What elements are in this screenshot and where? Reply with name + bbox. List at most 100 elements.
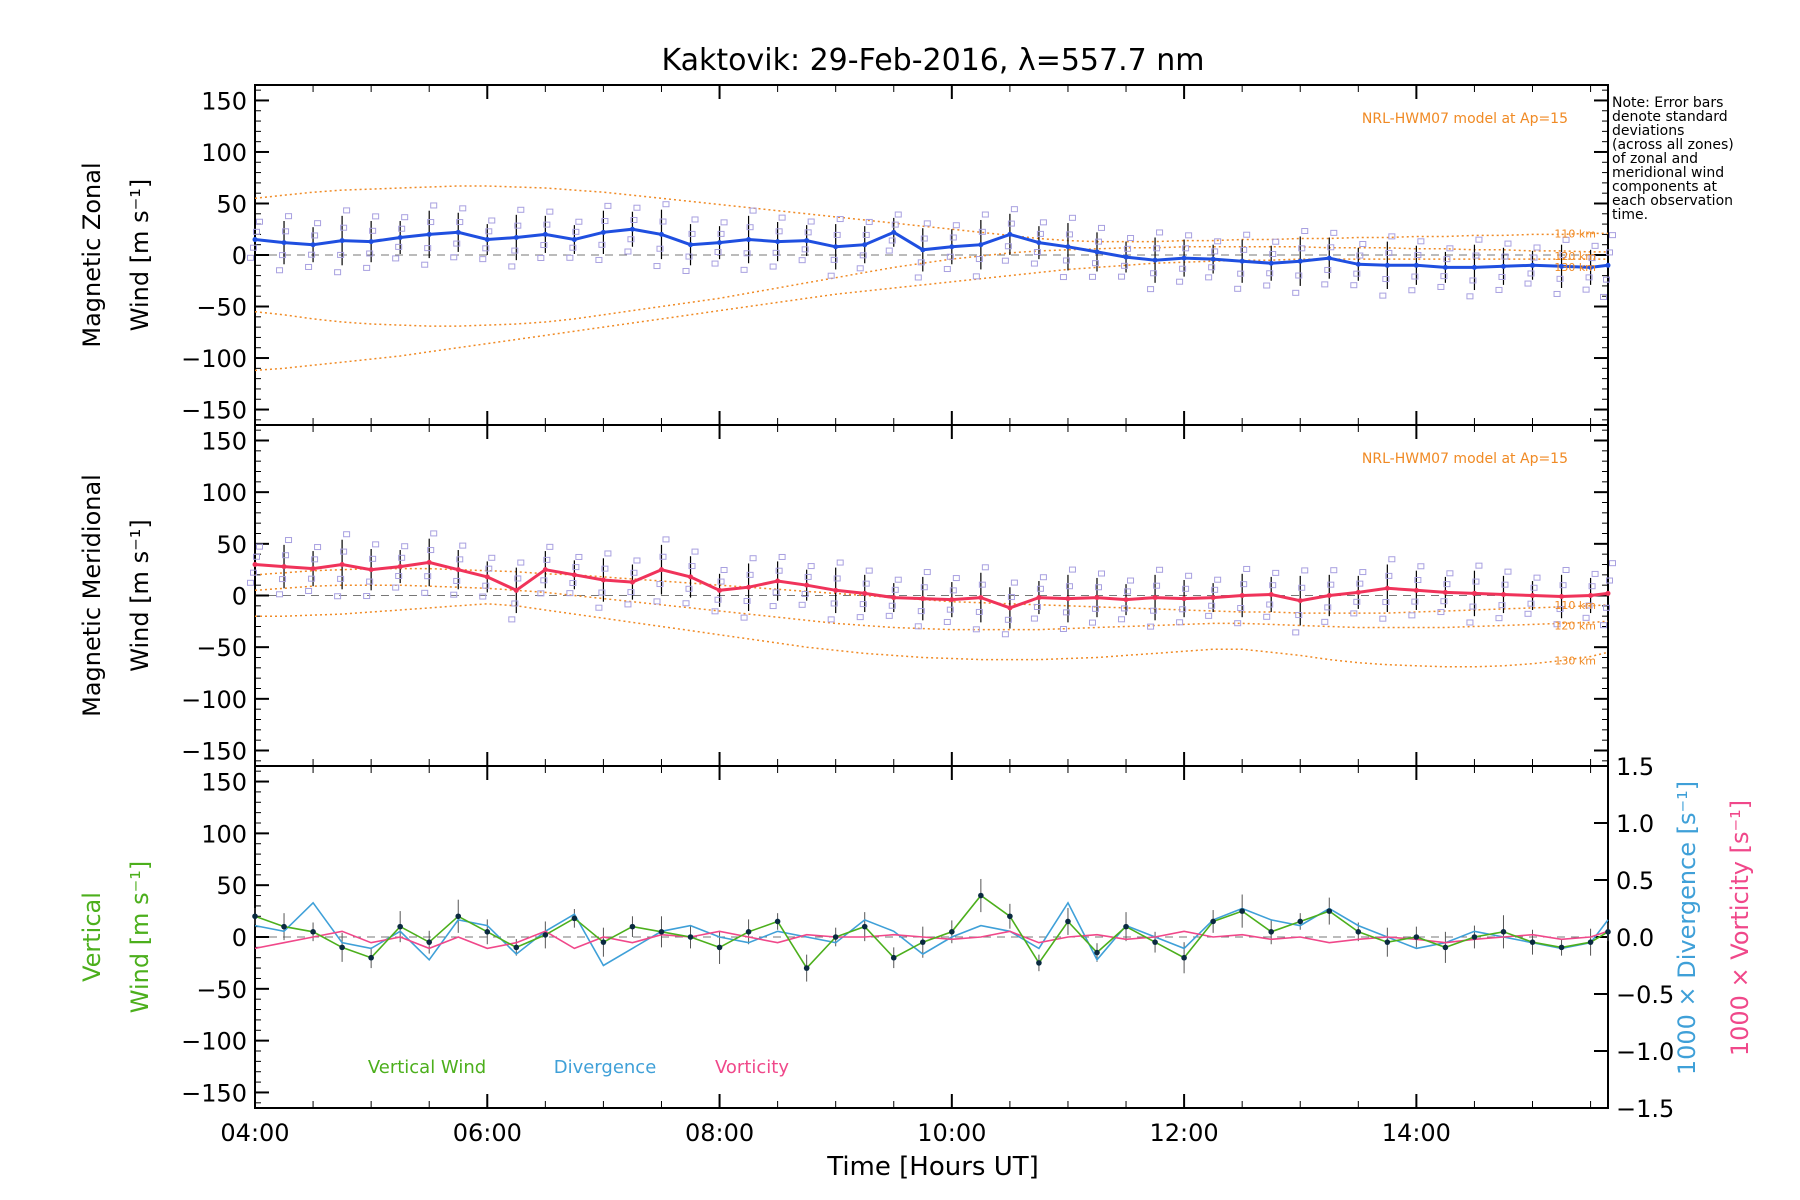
zone-point [949, 234, 957, 241]
zone-point [1585, 274, 1593, 281]
zone-point [914, 274, 922, 281]
data-point [978, 242, 984, 248]
data-point [833, 587, 839, 593]
data-point [1471, 590, 1477, 596]
zone-point [372, 213, 380, 220]
zone-point [1211, 586, 1219, 593]
zone-point [978, 581, 986, 588]
data-point [542, 567, 548, 573]
legend-item-vorticity: Vorticity [715, 1057, 789, 1078]
data-point [339, 562, 345, 567]
y-axis-label: Wind [m s⁻¹] [126, 179, 154, 331]
zone-point [1475, 562, 1483, 569]
zone-point [1121, 605, 1129, 612]
data-point [891, 595, 897, 601]
zone-point [276, 591, 284, 598]
zone-point [1530, 584, 1538, 591]
zone-point [485, 565, 493, 572]
zone-point [1001, 631, 1009, 638]
data-point [1605, 262, 1611, 268]
note-line: of zonal and [1612, 151, 1698, 167]
zone-point [1176, 278, 1184, 285]
zone-point [1385, 249, 1393, 256]
zone-point [430, 530, 438, 537]
zone-point [1269, 582, 1277, 589]
data-point [1210, 256, 1216, 262]
zone-point [923, 569, 931, 576]
zone-point [1408, 287, 1416, 294]
zone-point [952, 575, 960, 582]
zone-point [1562, 236, 1570, 243]
data-point [1036, 240, 1042, 246]
zone-point [917, 608, 925, 615]
legend-item-vertical-wind: Vertical Wind [368, 1057, 486, 1078]
y-tick-label: −50 [196, 634, 247, 662]
data-point [1471, 264, 1477, 270]
data-point [455, 567, 461, 573]
zone-point [514, 575, 522, 582]
zone-point [1150, 607, 1158, 614]
zone-point [1240, 581, 1248, 588]
zone-point [543, 221, 551, 228]
zone-point [543, 556, 551, 563]
zone-point [1301, 567, 1309, 574]
zone-point [308, 251, 316, 258]
zone-point [1182, 585, 1190, 592]
data-point [571, 572, 577, 578]
data-point [600, 577, 606, 583]
data-point [1355, 589, 1361, 595]
zone-point [1379, 615, 1387, 622]
zone-point [1600, 622, 1607, 629]
zone-point [1295, 272, 1303, 279]
data-point [629, 923, 636, 930]
zone-point [836, 216, 844, 223]
zone-point [282, 228, 290, 235]
x-tick-label: 12:00 [1150, 1119, 1219, 1147]
data-point [1326, 255, 1332, 261]
zone-point [833, 575, 841, 582]
data-point [1268, 929, 1275, 935]
zone-point [334, 269, 342, 276]
zone-point [1121, 262, 1129, 269]
zone-point [1234, 620, 1242, 627]
data-point [949, 597, 955, 603]
zone-point [401, 543, 409, 550]
data-point [397, 564, 403, 570]
y-tick-label: −150 [181, 1079, 247, 1107]
data-point [1500, 263, 1506, 269]
zone-point [865, 567, 873, 574]
zone-point [659, 218, 667, 225]
zone-point [1010, 206, 1018, 213]
zone-point [1559, 252, 1567, 259]
y-tick-label: −150 [181, 397, 247, 425]
zone-point [714, 596, 722, 603]
note-line: time. [1612, 207, 1649, 223]
zone-point [1001, 257, 1009, 264]
x-axis: 04:00 06:00 08:00 10:00 12:00 14:00 [220, 1119, 1451, 1147]
y-axis-label: Magnetic Meridional [78, 474, 106, 717]
zone-point [1388, 556, 1396, 563]
zone-point [282, 552, 290, 559]
zone-point [314, 544, 322, 551]
y-tick-label: 0 [232, 242, 247, 270]
zone-point [427, 219, 435, 226]
zone-point [830, 600, 838, 607]
data-point [832, 934, 839, 940]
zone-point [1600, 293, 1607, 300]
zone-point [1062, 609, 1070, 616]
data-point [1297, 918, 1304, 925]
zone-point [1147, 623, 1155, 630]
note-line: each observation [1612, 193, 1734, 209]
zone-point [691, 216, 699, 223]
zone-point [366, 250, 374, 257]
zone-point [1585, 602, 1593, 609]
zone-point [1266, 601, 1274, 608]
panels: −150 −100 −50 0 50 100 150 NRL-HWM07 model at A… [78, 84, 1754, 1123]
zone-point [334, 593, 342, 600]
zone-point [546, 543, 554, 550]
zone-point [508, 263, 516, 270]
y-tick-label: 100 [201, 139, 247, 167]
x-tick-label: 04:00 [220, 1119, 289, 1147]
data-point [745, 929, 752, 935]
data-point [920, 247, 926, 253]
